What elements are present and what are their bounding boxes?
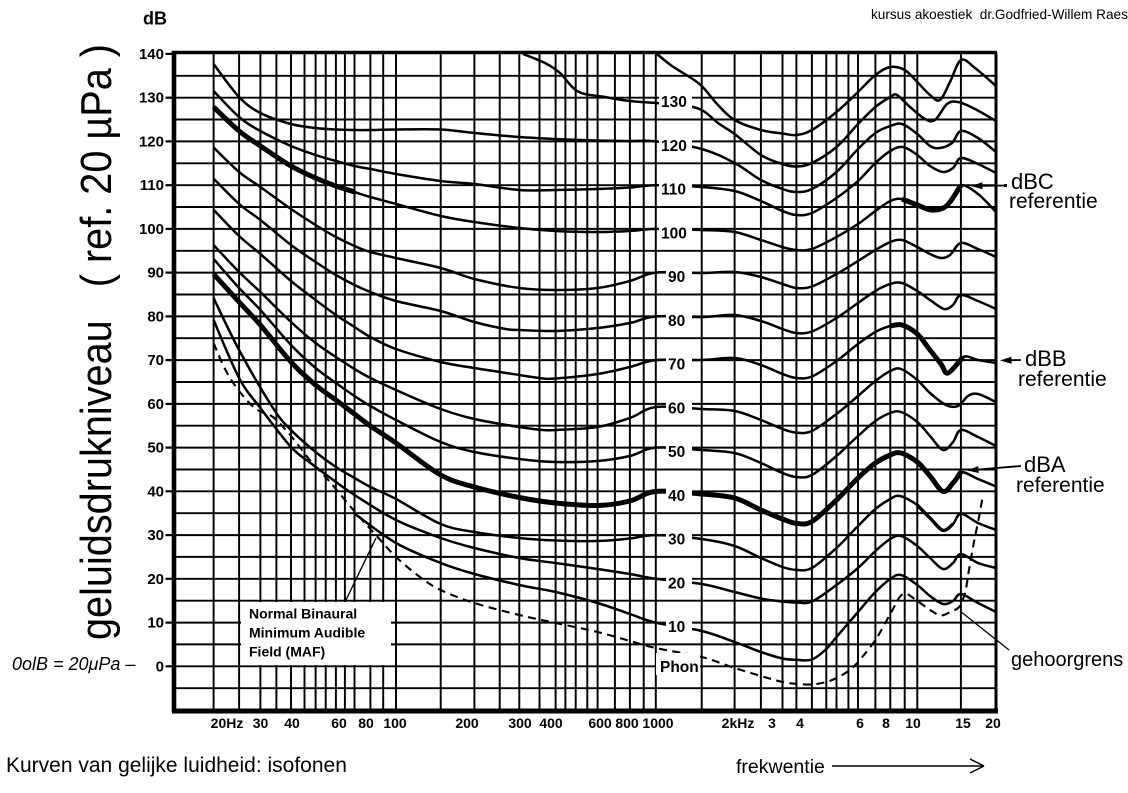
svg-text:30: 30 [253,715,269,731]
svg-text:40: 40 [284,715,300,731]
svg-text:40: 40 [147,483,164,500]
svg-text:15: 15 [955,715,971,731]
svg-text:70: 70 [147,352,164,369]
svg-text:8: 8 [882,715,890,731]
svg-text:130: 130 [661,94,687,111]
svg-text:Normal Binaural: Normal Binaural [249,606,357,622]
svg-text:10: 10 [147,615,164,632]
svg-text:20: 20 [668,575,685,592]
svg-text:referentie: referentie [1009,190,1098,213]
svg-text:kursus akoestiek dr.Godfried-: kursus akoestiek dr.Godfried-Willem Raes [871,7,1128,22]
svg-text:100: 100 [383,715,407,731]
svg-text:dB: dB [143,9,167,29]
svg-text:30: 30 [668,532,685,549]
svg-text:80: 80 [147,308,164,325]
svg-text:frekwentie: frekwentie [736,756,825,778]
svg-text:60: 60 [331,715,347,731]
svg-text:0: 0 [156,658,164,675]
svg-text:20: 20 [147,571,164,588]
svg-text:30: 30 [147,527,164,544]
svg-text:50: 50 [668,444,685,461]
svg-text:60: 60 [668,400,685,417]
svg-text:100: 100 [661,225,687,242]
svg-text:80: 80 [358,715,374,731]
svg-text:6: 6 [856,715,864,731]
svg-text:600: 600 [588,715,612,731]
svg-text:geluidsdrukniveau ( ref. 20: geluidsdrukniveau ( ref. 20 µPa ) [72,44,121,640]
svg-text:110: 110 [140,177,164,194]
svg-text:referentie: referentie [1018,368,1107,391]
svg-text:800: 800 [615,715,639,731]
svg-text:300: 300 [508,715,532,731]
svg-text:0olB = 20μPa –: 0olB = 20μPa – [12,654,136,674]
svg-text:20: 20 [985,715,1001,731]
svg-text:20Hz: 20Hz [211,715,244,731]
svg-text:Field (MAF): Field (MAF) [249,644,325,660]
svg-text:2kHz: 2kHz [722,715,755,731]
svg-text:400: 400 [539,715,563,731]
svg-text:dBB: dBB [1025,346,1067,371]
svg-text:10: 10 [905,715,921,731]
svg-text:Kurven van gelijke luidheid: i: Kurven van gelijke luidheid: isofonen [6,754,347,777]
svg-text:gehoorgrens: gehoorgrens [1011,649,1123,671]
svg-text:140: 140 [139,46,164,63]
svg-text:130: 130 [139,90,164,107]
svg-text:120: 120 [139,133,164,150]
svg-text:70: 70 [668,357,685,374]
svg-text:110: 110 [661,182,686,199]
svg-text:dBC: dBC [1011,169,1054,194]
svg-text:50: 50 [147,440,164,457]
svg-text:80: 80 [668,313,685,330]
svg-text:3: 3 [768,715,776,731]
svg-text:Minimum Audible: Minimum Audible [249,625,365,641]
svg-text:4: 4 [796,715,804,731]
svg-text:60: 60 [147,396,164,413]
svg-text:100: 100 [139,221,164,238]
svg-text:40: 40 [668,488,685,505]
svg-text:Phon: Phon [660,659,699,676]
svg-text:10: 10 [668,619,685,636]
svg-text:referentie: referentie [1016,474,1105,497]
svg-text:90: 90 [668,269,685,286]
svg-text:120: 120 [661,138,687,155]
svg-text:1000: 1000 [642,715,673,731]
svg-text:200: 200 [455,715,479,731]
svg-text:dBA: dBA [1024,452,1066,477]
svg-text:90: 90 [147,265,164,282]
